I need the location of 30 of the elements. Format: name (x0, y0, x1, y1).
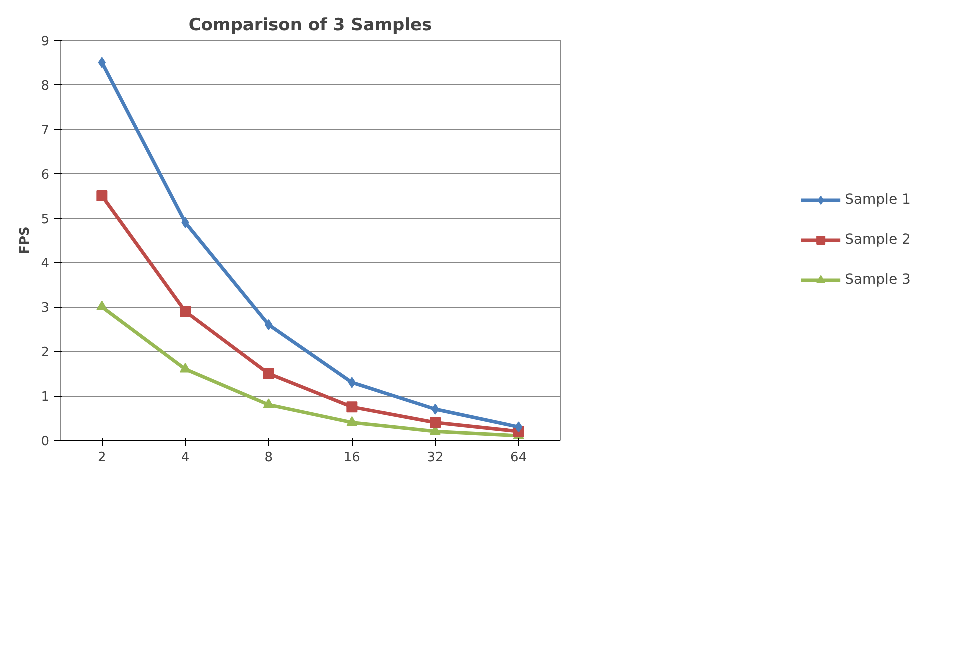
point (430, 417, 441, 428)
y-tick-label: 4 (41, 256, 50, 272)
y-axis-title: FPS (18, 226, 34, 254)
point (180, 363, 191, 373)
point (96, 300, 108, 311)
x-tick-label: 2 (98, 450, 106, 466)
point (263, 368, 274, 380)
point (346, 416, 358, 426)
chart-title: Comparison of 3 Samples (188, 16, 432, 36)
y-tick-label: 6 (41, 168, 50, 183)
y-tick-label: 1 (41, 390, 50, 406)
x-tick-label: 4 (181, 450, 190, 466)
point (346, 402, 358, 413)
y-tick-label: 2 (41, 346, 50, 361)
legend-label: Sample 3 (845, 272, 911, 288)
x-tick-label: 32 (427, 450, 444, 466)
point (180, 306, 191, 318)
y-tick-label: 5 (41, 212, 50, 228)
point (96, 190, 108, 202)
y-tick-label: 0 (41, 434, 50, 450)
x-tick-label: 8 (264, 450, 273, 466)
y-tick-label: 7 (41, 123, 50, 138)
point (263, 398, 274, 408)
legend-label: Sample 2 (845, 232, 911, 248)
x-tick-label: 64 (510, 450, 528, 466)
x-tick-label: 16 (344, 450, 360, 466)
y-tick-label: 8 (41, 78, 50, 94)
y-tick-label: 3 (41, 301, 50, 316)
y-tick-label: 9 (41, 34, 50, 50)
legend-label: Sample 1 (845, 192, 911, 208)
